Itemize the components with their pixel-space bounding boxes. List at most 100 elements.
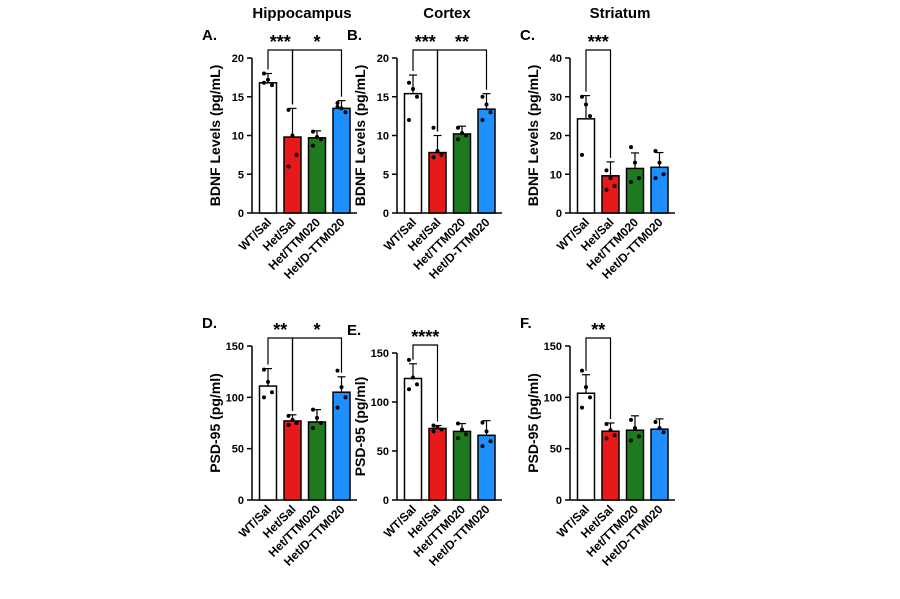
data-point bbox=[480, 118, 485, 122]
y-tick-label: 5 bbox=[383, 169, 389, 181]
data-point bbox=[411, 87, 415, 91]
data-point bbox=[411, 375, 415, 380]
y-axis-label: BDNF Levels (pg/mL) bbox=[352, 65, 368, 207]
data-point bbox=[319, 137, 323, 142]
data-point bbox=[335, 104, 340, 109]
significance-label: *** bbox=[270, 32, 291, 52]
y-tick-label: 0 bbox=[238, 495, 244, 507]
data-point bbox=[286, 164, 291, 169]
y-tick-label: 100 bbox=[544, 392, 562, 404]
bar bbox=[601, 175, 620, 214]
data-point bbox=[294, 421, 299, 425]
data-point bbox=[588, 114, 592, 119]
bar bbox=[332, 391, 351, 501]
y-axis-label: PSD-95 (pg/ml) bbox=[352, 377, 368, 477]
data-point bbox=[604, 187, 609, 192]
data-point bbox=[608, 428, 613, 433]
bar bbox=[576, 392, 596, 501]
significance-label: * bbox=[313, 32, 320, 52]
data-point bbox=[339, 106, 344, 111]
data-point bbox=[480, 444, 485, 449]
significance-label: ** bbox=[273, 320, 287, 340]
data-point bbox=[286, 423, 291, 428]
data-point bbox=[653, 176, 658, 181]
panel-label: D. bbox=[202, 315, 217, 332]
data-point bbox=[661, 430, 666, 435]
data-point bbox=[637, 434, 641, 439]
significance-bracket bbox=[585, 337, 612, 419]
data-point bbox=[431, 423, 436, 428]
data-point bbox=[290, 133, 295, 138]
data-point bbox=[612, 183, 617, 188]
y-tick-label: 50 bbox=[550, 444, 562, 456]
data-point bbox=[311, 426, 315, 431]
y-tick-label: 10 bbox=[550, 169, 562, 181]
y-tick-label: 100 bbox=[371, 397, 389, 409]
data-point bbox=[407, 80, 411, 85]
data-point bbox=[311, 407, 315, 412]
significance-label: **** bbox=[411, 327, 439, 347]
data-point bbox=[629, 438, 633, 443]
data-point bbox=[484, 429, 489, 434]
column-title: Cortex bbox=[423, 5, 471, 22]
significance-label: *** bbox=[415, 32, 436, 52]
data-point bbox=[584, 385, 588, 390]
significance-bracket bbox=[412, 344, 439, 422]
data-point bbox=[484, 102, 489, 107]
data-point bbox=[270, 83, 274, 88]
bar bbox=[477, 108, 496, 214]
y-tick-label: 20 bbox=[377, 53, 389, 65]
significance-label: * bbox=[313, 320, 320, 340]
panel-label: F. bbox=[520, 315, 532, 332]
data-point bbox=[633, 160, 637, 165]
data-point bbox=[343, 110, 348, 115]
data-point bbox=[439, 152, 444, 157]
y-tick-label: 20 bbox=[232, 53, 244, 65]
bar bbox=[601, 430, 620, 501]
data-point bbox=[435, 149, 440, 153]
data-point bbox=[407, 357, 411, 362]
data-point bbox=[612, 433, 617, 438]
y-axis-label: BDNF Levels (pg/mL) bbox=[207, 65, 223, 207]
data-point bbox=[456, 125, 460, 130]
significance-label: *** bbox=[588, 32, 609, 52]
data-point bbox=[431, 155, 436, 160]
data-point bbox=[464, 432, 468, 437]
y-tick-label: 0 bbox=[556, 208, 562, 220]
data-point bbox=[339, 385, 344, 390]
data-point bbox=[270, 390, 274, 395]
data-point bbox=[262, 367, 266, 372]
bar bbox=[428, 427, 447, 501]
data-point bbox=[315, 415, 319, 420]
bar bbox=[403, 92, 423, 214]
panel-label: E. bbox=[347, 322, 361, 339]
data-point bbox=[604, 168, 609, 173]
y-tick-label: 20 bbox=[550, 131, 562, 143]
data-point bbox=[661, 172, 666, 177]
data-point bbox=[286, 413, 291, 418]
y-tick-label: 0 bbox=[383, 208, 389, 220]
data-point bbox=[335, 405, 340, 410]
data-point bbox=[294, 152, 299, 157]
data-point bbox=[604, 422, 609, 427]
bar bbox=[477, 434, 496, 501]
y-tick-label: 5 bbox=[238, 169, 244, 181]
y-tick-label: 100 bbox=[226, 392, 244, 404]
data-point bbox=[335, 368, 340, 373]
panel-label: B. bbox=[347, 27, 362, 44]
y-axis-label: PSD-95 (pg/ml) bbox=[207, 373, 223, 473]
y-axis-label: BDNF Levels (pg/mL) bbox=[525, 65, 541, 207]
bar bbox=[650, 428, 669, 501]
data-point bbox=[580, 152, 584, 157]
y-tick-label: 15 bbox=[377, 92, 389, 104]
significance-bracket bbox=[291, 49, 343, 105]
data-point bbox=[584, 102, 588, 107]
data-point bbox=[311, 129, 315, 134]
bar bbox=[307, 137, 327, 214]
y-tick-label: 15 bbox=[232, 92, 244, 104]
data-point bbox=[319, 421, 323, 425]
data-point bbox=[633, 426, 637, 431]
data-point bbox=[464, 133, 468, 138]
y-tick-label: 0 bbox=[238, 208, 244, 220]
